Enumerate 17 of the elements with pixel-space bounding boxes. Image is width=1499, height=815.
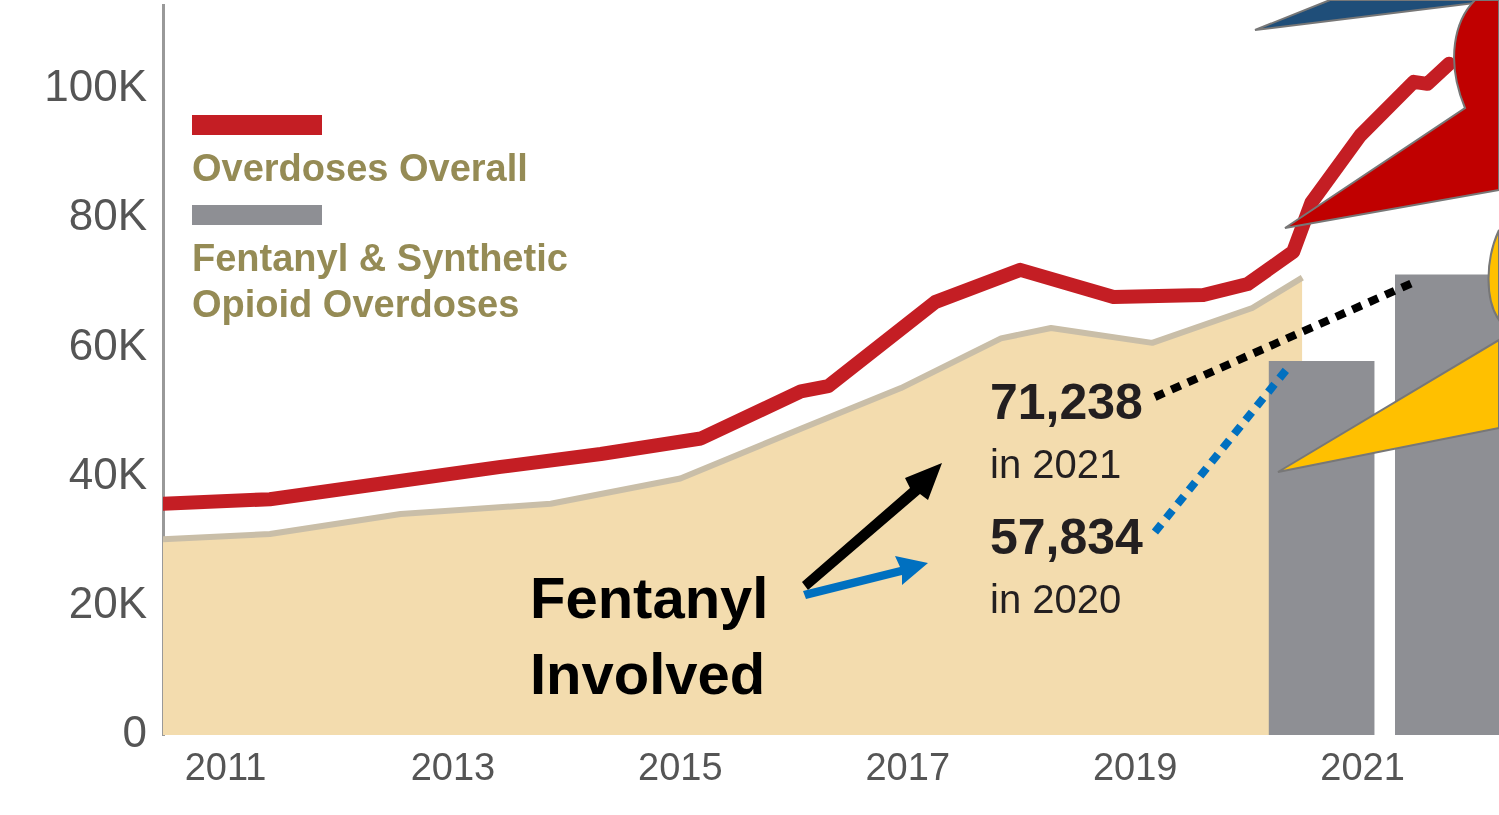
legend-label: Overdoses Overall [192,146,529,191]
y-tick-label: 60K [68,319,147,369]
y-tick-label: 100K [44,61,147,111]
x-tick-label: 2021 [1320,746,1405,789]
data-label: 57,834 in 2020 [990,508,1144,622]
y-tick-label: 40K [68,448,147,498]
y-tick-label: 20K [68,577,147,627]
legend-label: Fentanyl & Synthetic Opioid Overdoses [192,236,569,327]
y-tick-label: 0 [122,707,147,757]
x-tick-label: 2019 [1092,746,1178,789]
x-tick-label: 2013 [410,746,496,789]
data-label: 71,238 in 2021 [990,373,1143,487]
annotation: Fentanyl Involved [530,564,770,708]
x-tick-label: 2015 [638,746,723,789]
x-tick-label: 2017 [865,746,951,789]
x-tick-label: 2011 [184,746,267,789]
y-tick-label: 80K [68,190,147,240]
